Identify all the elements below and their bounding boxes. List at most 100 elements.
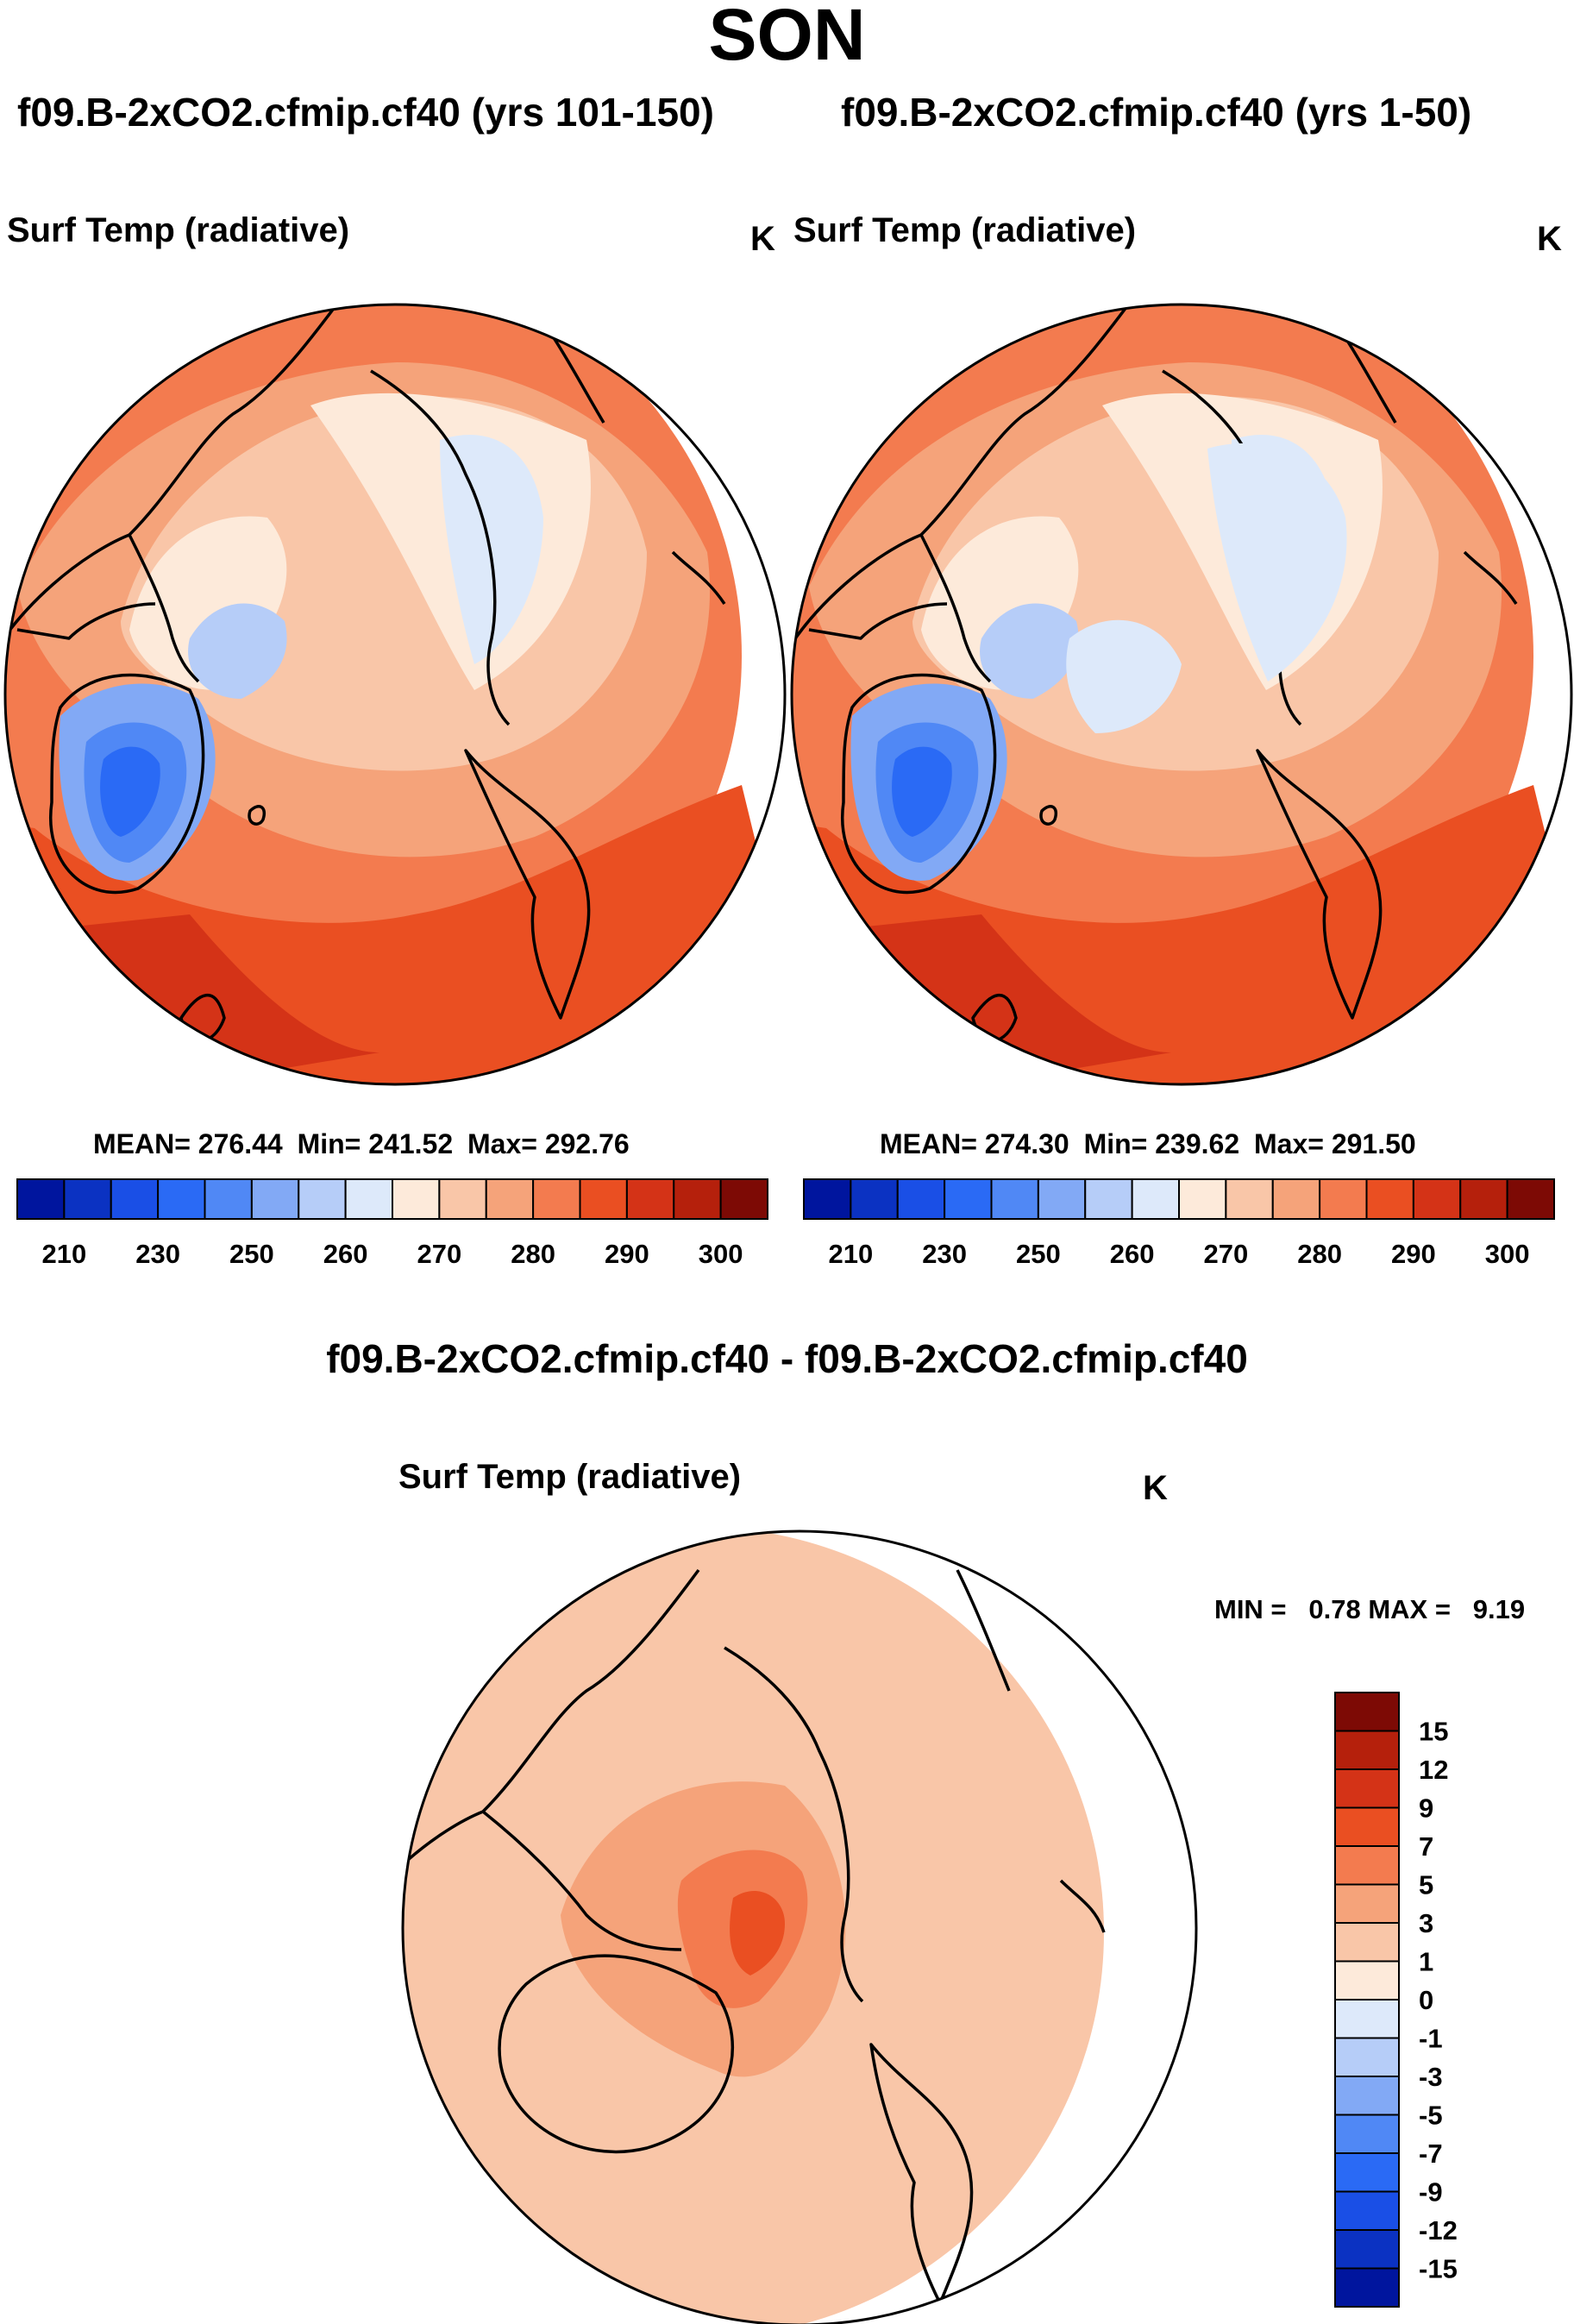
- panel-2-max-label: Max=: [1254, 1128, 1324, 1159]
- panel-2-min-value: 239.62: [1155, 1128, 1240, 1159]
- difference-colorbar-tick-label: 15: [1419, 1717, 1448, 1747]
- panel-1-colorbar-tick-label: 230: [135, 1239, 180, 1269]
- difference-colorbar-tick-label: -12: [1419, 2215, 1458, 2245]
- panel-1-colorbar-tick-label: 290: [605, 1239, 649, 1269]
- difference-colorbar-swatch: [1334, 2229, 1400, 2270]
- panel-2-colorbar-swatch: [990, 1178, 1039, 1220]
- difference-colorbar-tick-label: 9: [1419, 1793, 1433, 1824]
- panel-1-colorbar-swatch: [625, 1178, 675, 1220]
- difference-colorbar-tick-label: 1: [1419, 1947, 1433, 1977]
- panel-1-colorbar-swatch: [157, 1178, 206, 1220]
- panel-2-max-value: 291.50: [1331, 1128, 1416, 1159]
- difference-colorbar-swatch: [1334, 2037, 1400, 2077]
- panel-2-min-label: Min=: [1083, 1128, 1148, 1159]
- panel-2-mean-value: 274.30: [984, 1128, 1069, 1159]
- difference-colorbar-swatch: [1334, 2190, 1400, 2231]
- panel-1-stats: MEAN= 276.44 Min= 241.52 Max= 292.76: [93, 1128, 630, 1160]
- panel-2-colorbar-swatch: [1319, 1178, 1368, 1220]
- difference-colorbar-swatch: [1334, 1768, 1400, 1809]
- panel-1-colorbar-swatch: [485, 1178, 535, 1220]
- panel-2-colorbar-swatch: [803, 1178, 852, 1220]
- panel-1-colorbar-swatch: [392, 1178, 441, 1220]
- difference-colorbar-swatch: [1334, 1845, 1400, 1886]
- panel-2-colorbar-swatch: [896, 1178, 946, 1220]
- panel-1-mean-value: 276.44: [198, 1128, 283, 1159]
- panel-1-min-label: Min=: [297, 1128, 361, 1159]
- difference-colorbar-tick-label: -5: [1419, 2101, 1443, 2131]
- panel-2-map-border: [790, 303, 1573, 1086]
- panel-1-mean-label: MEAN=: [93, 1128, 191, 1159]
- panel-1-colorbar: 210 230 250 260 270 280 290 300: [16, 1178, 768, 1269]
- panel-1-colorbar-swatch: [63, 1178, 112, 1220]
- panel-1-colorbar-tick-label: 280: [511, 1239, 555, 1269]
- panel-1-colorbar-swatch: [579, 1178, 628, 1220]
- difference-colorbar-tick-label: 3: [1419, 1908, 1433, 1938]
- panel-1-colorbar-swatch: [298, 1178, 347, 1220]
- difference-map: [403, 1531, 1106, 2324]
- difference-colorbar-swatch: [1334, 1960, 1400, 2001]
- difference-colorbar-tick-label: 7: [1419, 1831, 1433, 1862]
- panel-1-colorbar-tick-label: 260: [323, 1239, 368, 1269]
- difference-colorbar-tick-label: -9: [1419, 2177, 1443, 2208]
- panel-2-colorbar-tick-label: 250: [1016, 1239, 1061, 1269]
- panel-1-map: [5, 305, 785, 1084]
- panel-1-colorbar-tick-label: 270: [417, 1239, 462, 1269]
- panel-2-colorbar-swatch: [1506, 1178, 1555, 1220]
- panel-2-colorbar-tick-label: 280: [1297, 1239, 1342, 1269]
- panel-2-units: K: [1537, 220, 1562, 258]
- difference-colorbar-tick-label: -1: [1419, 2024, 1443, 2054]
- panel-1-case-title: f09.B-2xCO2.cfmip.cf40 (yrs 101-150): [17, 90, 714, 135]
- difference-colorbar-swatch: [1334, 1922, 1400, 1963]
- panel-2-case-title: f09.B-2xCO2.cfmip.cf40 (yrs 1-50): [841, 90, 1472, 135]
- panel-1-colorbar-swatch: [532, 1178, 581, 1220]
- difference-colorbar-swatch: [1334, 2076, 1400, 2116]
- panel-2-colorbar-tick-label: 270: [1204, 1239, 1249, 1269]
- difference-minmax: MIN = 0.78 MAX = 9.19: [1214, 1594, 1526, 1624]
- panel-2-colorbar-swatch: [1084, 1178, 1133, 1220]
- panel-2-colorbar-swatch: [1178, 1178, 1227, 1220]
- panel-1-max-label: Max=: [467, 1128, 537, 1159]
- panel-1-min-value: 241.52: [368, 1128, 454, 1159]
- panel-1-colorbar-swatch: [16, 1178, 66, 1220]
- panel-1-colorbar-swatch: [204, 1178, 253, 1220]
- panel-2-colorbar-tick-label: 260: [1110, 1239, 1155, 1269]
- panel-2-colorbar-swatch: [1271, 1178, 1321, 1220]
- panel-2-colorbar-tick-label: 210: [829, 1239, 874, 1269]
- difference-title: f09.B-2xCO2.cfmip.cf40 - f09.B-2xCO2.cfm…: [326, 1336, 1248, 1381]
- difference-colorbar-swatch: [1334, 1730, 1400, 1770]
- panel-1-units: K: [750, 220, 775, 258]
- panel-2-colorbar-swatch: [1037, 1178, 1087, 1220]
- panel-1-colorbar-tick-label: 250: [229, 1239, 274, 1269]
- panel-1-colorbar-tick-label: 210: [42, 1239, 87, 1269]
- difference-colorbar: 15 12 9 7 5 3 1 0 -1 -3 -5 -7 -9 -12 -15: [1334, 1692, 1458, 2308]
- difference-colorbar-tick-label: -15: [1419, 2254, 1458, 2284]
- panel-2-colorbar-swatch: [1459, 1178, 1508, 1220]
- difference-colorbar-swatch: [1334, 1692, 1400, 1732]
- difference-colorbar-swatch: [1334, 2152, 1400, 2193]
- panel-1-max-value: 292.76: [544, 1128, 630, 1159]
- panel-1-colorbar-swatch: [344, 1178, 393, 1220]
- panel-1-map-border: [3, 303, 787, 1086]
- difference-colorbar-tick-label: -7: [1419, 2139, 1443, 2169]
- panel-2-colorbar-swatch: [1365, 1178, 1414, 1220]
- difference-colorbar-swatch: [1334, 1806, 1400, 1847]
- panel-2-colorbar-swatch: [1225, 1178, 1274, 1220]
- page-title: SON: [708, 0, 866, 75]
- difference-units: K: [1143, 1469, 1168, 1507]
- panel-2-variable-label: Surf Temp (radiative): [793, 211, 1137, 249]
- difference-colorbar-swatch: [1334, 2114, 1400, 2154]
- panel-2-stats: MEAN= 274.30 Min= 239.62 Max= 291.50: [880, 1128, 1416, 1160]
- difference-colorbar-swatch: [1334, 2267, 1400, 2308]
- panel-1-colorbar-swatch: [250, 1178, 300, 1220]
- panel-1-colorbar-swatch: [719, 1178, 768, 1220]
- panel-1-colorbar-tick-label: 300: [699, 1239, 743, 1269]
- difference-colorbar-swatch: [1334, 1883, 1400, 1924]
- panel-2-colorbar: 210 230 250 260 270 280 290 300: [803, 1178, 1555, 1269]
- panel-2-colorbar-tick-label: 300: [1485, 1239, 1530, 1269]
- panel-2-colorbar-swatch: [850, 1178, 899, 1220]
- panel-2-colorbar-swatch: [1412, 1178, 1462, 1220]
- difference-map-border: [401, 1529, 1198, 2324]
- difference-colorbar-tick-label: -3: [1419, 2062, 1443, 2092]
- panel-2-colorbar-swatch: [1131, 1178, 1180, 1220]
